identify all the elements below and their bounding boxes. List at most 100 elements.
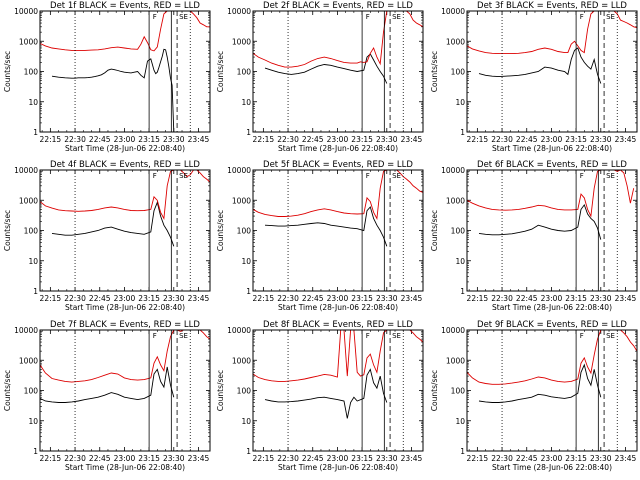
plot-area — [40, 170, 210, 291]
x-tick-label: 23:15 — [565, 454, 587, 463]
y-tick-label: 1000 — [446, 196, 465, 205]
x-tick-label: 22:15 — [467, 135, 489, 144]
x-tick-label: 23:15 — [351, 454, 373, 463]
marker-label-f: F — [153, 332, 157, 340]
x-tick-label: 23:15 — [138, 454, 160, 463]
chart-panel-8: Det 8f BLACK = Events, RED = LLD 1 10 100 10… — [216, 320, 424, 472]
x-tick-label: 23:30 — [163, 454, 185, 463]
y-tick-label: 10000 — [14, 326, 38, 335]
chart-panel-4: Det 4f BLACK = Events, RED = LLD 1 10 100 10… — [3, 160, 211, 312]
marker-label-f: F — [580, 172, 584, 180]
plot-frame — [466, 329, 638, 452]
x-tick-label: 22:15 — [40, 454, 62, 463]
x-tick-label: 22:30 — [491, 135, 513, 144]
x-tick-label: 23:45 — [188, 294, 210, 303]
x-tick-label: 23:00 — [327, 294, 349, 303]
chart-title: Det 6f BLACK = Events, RED = LLD — [477, 160, 627, 170]
y-tick-label: 10 — [241, 98, 251, 107]
x-tick-label: 23:45 — [401, 454, 423, 463]
series-events-line — [264, 368, 388, 419]
chart-panel-6: Det 6f BLACK = Events, RED = LLD 1 10 100 10… — [430, 160, 638, 312]
plot-area — [467, 330, 637, 451]
x-tick-label: 22:45 — [302, 454, 324, 463]
x-tick-label: 23:15 — [138, 294, 160, 303]
x-tick-label: 22:45 — [89, 294, 111, 303]
y-tick-label: 10000 — [441, 166, 465, 175]
y-tick-label: 1000 — [232, 196, 251, 205]
series-events-line — [478, 363, 602, 403]
marker-label-f: F — [366, 172, 370, 180]
y-axis-label: Counts/sec — [3, 210, 12, 251]
chart-panel-2: Det 2f BLACK = Events, RED = LLD 1 10 100 10… — [216, 1, 424, 153]
y-tick-label: 10000 — [227, 326, 251, 335]
y-tick-label: 100 — [24, 68, 39, 77]
plot-area — [467, 170, 635, 291]
x-tick-label: 23:00 — [114, 135, 136, 144]
chart-panel-9: Det 9f BLACK = Events, RED = LLD 1 10 100 10… — [430, 320, 638, 472]
y-tick-label: 100 — [237, 68, 252, 77]
y-tick-label: 100 — [451, 227, 466, 236]
y-tick-label: 10 — [28, 98, 38, 107]
chart-title: Det 8f BLACK = Events, RED = LLD — [263, 320, 413, 330]
marker-label-f: F — [366, 13, 370, 21]
chart-panel-3: Det 3f BLACK = Events, RED = LLD 1 10 100 10… — [430, 1, 638, 153]
x-axis-label: Start Time (28-Jun-06 22:08:40) — [278, 303, 398, 312]
y-tick-label: 1000 — [232, 356, 251, 365]
y-axis-label: Counts/sec — [3, 51, 12, 92]
y-tick-label: 100 — [237, 387, 252, 396]
x-tick-label: 23:45 — [188, 454, 210, 463]
x-axis-label: Start Time (28-Jun-06 22:08:40) — [278, 144, 398, 153]
y-axis-label: Counts/sec — [3, 370, 12, 411]
y-tick-label: 1 — [460, 287, 465, 296]
y-tick-label: 10 — [28, 257, 38, 266]
y-tick-label: 10 — [241, 257, 251, 266]
y-tick-label: 1 — [246, 447, 251, 456]
chart-title: Det 4f BLACK = Events, RED = LLD — [50, 160, 200, 170]
x-tick-label: 23:30 — [590, 294, 612, 303]
marker-label-f: F — [153, 13, 157, 21]
x-tick-label: 23:00 — [327, 454, 349, 463]
chart-panel-1: Det 1f BLACK = Events, RED = LLD 1 10 100 10… — [3, 1, 211, 153]
x-tick-label: 22:30 — [491, 294, 513, 303]
chart-title: Det 9f BLACK = Events, RED = LLD — [477, 320, 627, 330]
marker-label-se: SE — [392, 332, 401, 340]
chart-panel-7: Det 7f BLACK = Events, RED = LLD 1 10 100 10… — [3, 320, 211, 472]
y-tick-label: 100 — [237, 227, 252, 236]
x-axis-label: Start Time (28-Jun-06 22:08:40) — [65, 463, 185, 472]
plot-area — [253, 330, 423, 451]
series-lld-line — [40, 170, 210, 221]
x-tick-label: 23:00 — [114, 454, 136, 463]
x-tick-label: 23:15 — [565, 294, 587, 303]
x-tick-label: 22:45 — [89, 454, 111, 463]
y-tick-label: 1000 — [19, 356, 38, 365]
x-tick-label: 22:45 — [516, 135, 538, 144]
plot-frame — [252, 10, 424, 133]
y-tick-label: 100 — [24, 227, 39, 236]
x-tick-label: 23:00 — [541, 294, 563, 303]
marker-label-se: SE — [392, 13, 401, 21]
x-tick-label: 22:15 — [40, 294, 62, 303]
plot-frame — [39, 329, 211, 452]
x-tick-label: 22:45 — [516, 294, 538, 303]
marker-label-se: SE — [606, 332, 615, 340]
marker-label-se: SE — [179, 13, 188, 21]
x-axis-label: Start Time (28-Jun-06 22:08:40) — [65, 144, 185, 153]
y-axis-label: Counts/sec — [430, 370, 439, 411]
x-tick-label: 23:15 — [351, 135, 373, 144]
y-tick-label: 10 — [455, 257, 465, 266]
x-tick-label: 23:30 — [163, 135, 185, 144]
y-tick-label: 1 — [246, 287, 251, 296]
x-axis-label: Start Time (28-Jun-06 22:08:40) — [492, 144, 612, 153]
chart-panel-5: Det 5f BLACK = Events, RED = LLD 1 10 100 10… — [216, 160, 424, 312]
x-tick-label: 23:00 — [327, 135, 349, 144]
plot-frame — [466, 169, 638, 292]
marker-label-se: SE — [606, 13, 615, 21]
y-tick-label: 10000 — [227, 7, 251, 16]
series-lld-line — [40, 330, 210, 383]
x-tick-label: 23:30 — [590, 135, 612, 144]
chart-title: Det 2f BLACK = Events, RED = LLD — [263, 1, 413, 11]
x-tick-label: 23:30 — [376, 294, 398, 303]
x-tick-label: 23:30 — [590, 454, 612, 463]
y-tick-label: 100 — [451, 68, 466, 77]
